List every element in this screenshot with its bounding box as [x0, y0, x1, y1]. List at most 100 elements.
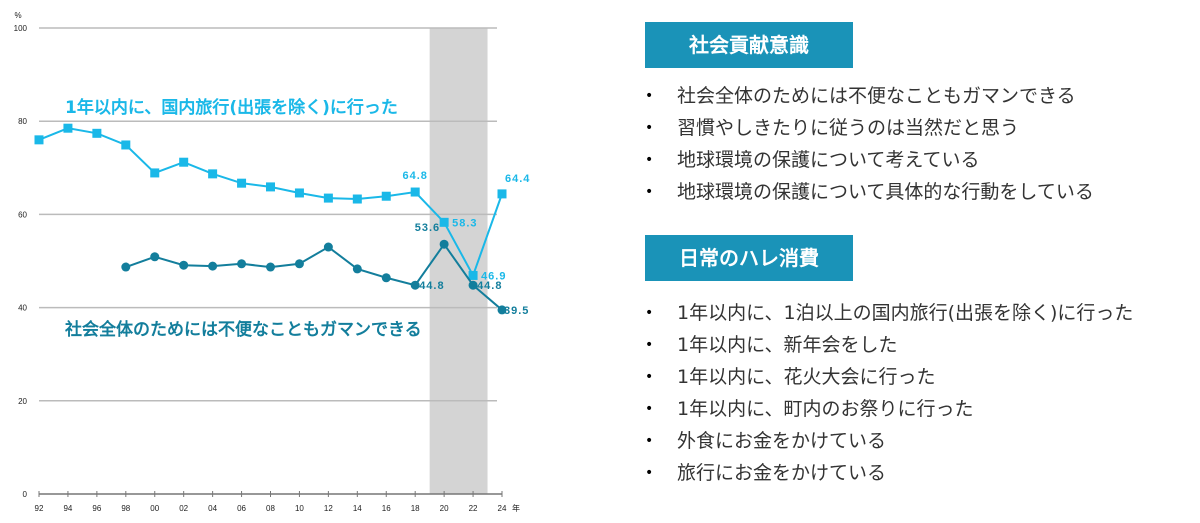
list-item: • 1年以内に、花火大会に行った	[645, 361, 1133, 393]
data-point-square	[497, 189, 507, 199]
list-item: • 地球環境の保護について具体的な行動をしている	[645, 176, 1094, 208]
series-label: 1年以内に、国内旅行(出張を除く)に行った	[65, 97, 398, 118]
social-list: • 社会全体のためには不便なこともガマンできる • 習慣やしきたりに従うのは当然だと思…	[645, 80, 1094, 208]
data-point-square	[468, 270, 478, 280]
y-tick-label: 100	[14, 24, 28, 33]
list-item: • 社会全体のためには不便なこともガマンできる	[645, 80, 1094, 112]
x-tick-label: 04	[208, 504, 217, 513]
x-tick-label: 18	[411, 504, 420, 513]
bullet-icon: •	[645, 88, 654, 104]
data-label: 46.9	[481, 270, 506, 282]
x-tick-label: 08	[266, 504, 275, 513]
data-label: 58.3	[452, 217, 477, 229]
data-point-circle	[237, 259, 247, 269]
data-point-square	[34, 135, 44, 145]
bullet-icon: •	[645, 369, 654, 385]
data-label: 39.5	[504, 305, 529, 317]
data-point-square	[381, 191, 391, 201]
list-item-text: 社会全体のためには不便なこともガマンできる	[677, 85, 1076, 107]
x-tick-label: 94	[63, 504, 72, 513]
data-point-square	[208, 169, 218, 179]
list-item-text: 1年以内に、新年会をした	[677, 334, 898, 356]
data-point-square	[179, 157, 189, 167]
list-item: • 1年以内に、1泊以上の国内旅行(出張を除く)に行った	[645, 297, 1133, 329]
x-axis-unit: 年	[512, 503, 520, 513]
bullet-icon: •	[645, 120, 654, 136]
list-item-text: 1年以内に、花火大会に行った	[677, 366, 936, 388]
list-item: • 地球環境の保護について考えている	[645, 144, 1094, 176]
data-label: 64.8	[402, 170, 427, 182]
data-point-square	[294, 188, 304, 198]
series-line	[125, 242, 503, 311]
bullet-icon: •	[645, 184, 654, 200]
list-item: • 1年以内に、町内のお祭りに行った	[645, 393, 1133, 425]
data-point-square	[237, 178, 247, 188]
bullet-icon: •	[645, 305, 654, 321]
x-tick-label: 96	[92, 504, 101, 513]
x-tick-label: 24	[498, 504, 507, 513]
list-item-text: 地球環境の保護について具体的な行動をしている	[677, 181, 1094, 203]
y-tick-label: 60	[18, 210, 27, 219]
data-label: 64.4	[505, 173, 530, 185]
hare-list: • 1年以内に、1泊以上の国内旅行(出張を除く)に行った • 1年以内に、新年会をした…	[645, 297, 1133, 489]
list-item-text: 1年以内に、1泊以上の国内旅行(出張を除く)に行った	[677, 302, 1134, 324]
list-item-text: 1年以内に、町内のお祭りに行った	[677, 398, 974, 420]
line-chart: 0 20 40 60 80 100% 92 94 96 98 00 02 04 06 08 10 12 14 16 1…	[14, 11, 530, 513]
data-point-circle	[468, 280, 478, 290]
list-item-text: 地球環境の保護について考えている	[677, 149, 980, 171]
x-tick-label: 02	[179, 504, 188, 513]
x-tick-label: 22	[469, 504, 478, 513]
series-label: 社会全体のためには不便なこともガマンできる	[64, 319, 422, 340]
data-point-square	[323, 193, 333, 203]
data-point-square	[63, 123, 73, 133]
x-tick-label: 14	[353, 504, 362, 513]
x-tick-label: 16	[382, 504, 391, 513]
list-item: • 旅行にお金をかけている	[645, 457, 1133, 489]
data-point-circle	[497, 305, 507, 315]
x-tick-label: 10	[295, 504, 304, 513]
x-tick-label: 00	[150, 504, 159, 513]
x-tick-label: 12	[324, 504, 333, 513]
list-item-text: 習慣やしきたりに従うのは当然だと思う	[677, 117, 1020, 139]
bullet-icon: •	[645, 433, 654, 449]
data-point-circle	[208, 261, 218, 271]
data-point-circle	[294, 259, 304, 269]
y-tick-label: 20	[18, 397, 27, 406]
data-point-circle	[179, 260, 189, 270]
bullet-icon: •	[645, 152, 654, 168]
bullet-icon: •	[645, 465, 654, 481]
section-header-hare: 日常のハレ消費	[645, 235, 853, 281]
data-point-square	[92, 128, 102, 138]
x-tick-label: 06	[237, 504, 246, 513]
data-point-circle	[266, 262, 275, 272]
x-tick-label: 98	[121, 504, 130, 513]
data-point-square	[410, 187, 420, 197]
data-point-circle	[439, 239, 449, 249]
x-tick-label: 92	[35, 504, 44, 513]
data-point-circle	[352, 264, 362, 274]
section-header-social: 社会貢献意識	[645, 22, 853, 68]
data-point-square	[121, 140, 131, 150]
data-point-circle	[381, 273, 391, 283]
data-point-circle	[121, 262, 131, 272]
x-tick-label: 20	[440, 504, 449, 513]
y-tick-label: 0	[23, 490, 28, 499]
data-point-square	[352, 194, 362, 204]
list-item: • 習慣やしきたりに従うのは当然だと思う	[645, 112, 1094, 144]
data-label: 53.6	[415, 222, 440, 234]
data-point-circle	[323, 242, 333, 252]
data-point-square	[439, 217, 449, 227]
list-item-text: 旅行にお金をかけている	[677, 462, 887, 484]
y-axis-unit: %	[14, 11, 21, 20]
data-point-square	[266, 182, 275, 192]
data-point-circle	[410, 280, 420, 290]
data-label: 44.8	[419, 280, 444, 292]
list-item: • 外食にお金をかけている	[645, 425, 1133, 457]
list-item: • 1年以内に、新年会をした	[645, 329, 1133, 361]
y-tick-label: 80	[18, 117, 27, 126]
data-point-square	[150, 168, 160, 178]
bullet-icon: •	[645, 337, 654, 353]
bullet-icon: •	[645, 401, 654, 417]
data-point-circle	[150, 252, 160, 262]
y-tick-label: 40	[18, 304, 27, 313]
